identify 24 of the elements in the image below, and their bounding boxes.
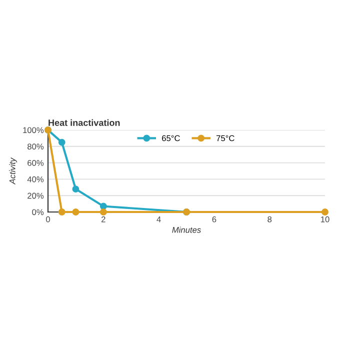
point — [100, 208, 107, 216]
y-tick-label: 20% — [28, 192, 44, 199]
x-tick-label: 4 — [156, 216, 161, 222]
y-tick-label: 60% — [28, 160, 44, 166]
x-tick-label: 0 — [46, 216, 50, 222]
y-tick-label: 100% — [23, 127, 44, 134]
point — [100, 202, 107, 210]
y-tick-label: 80% — [28, 144, 44, 150]
y-axis-title: Activity — [9, 157, 17, 185]
x-tick-label: 2 — [102, 216, 106, 222]
x-tick-label: 6 — [212, 216, 216, 222]
chart-title: Heat inactivation — [48, 119, 120, 126]
point — [58, 138, 66, 146]
x-tick-label: 8 — [268, 216, 272, 222]
x-tick-label: 10 — [321, 216, 330, 222]
y-tick-label: 0% — [32, 209, 44, 216]
point — [72, 208, 80, 216]
legend-label: 65°C — [162, 135, 180, 142]
x-axis-title: Minutes — [172, 226, 201, 233]
legend-label: 75°C — [216, 135, 234, 142]
point — [322, 208, 328, 216]
y-tick-label: 40% — [27, 176, 44, 182]
point — [72, 186, 80, 193]
point — [58, 208, 66, 216]
